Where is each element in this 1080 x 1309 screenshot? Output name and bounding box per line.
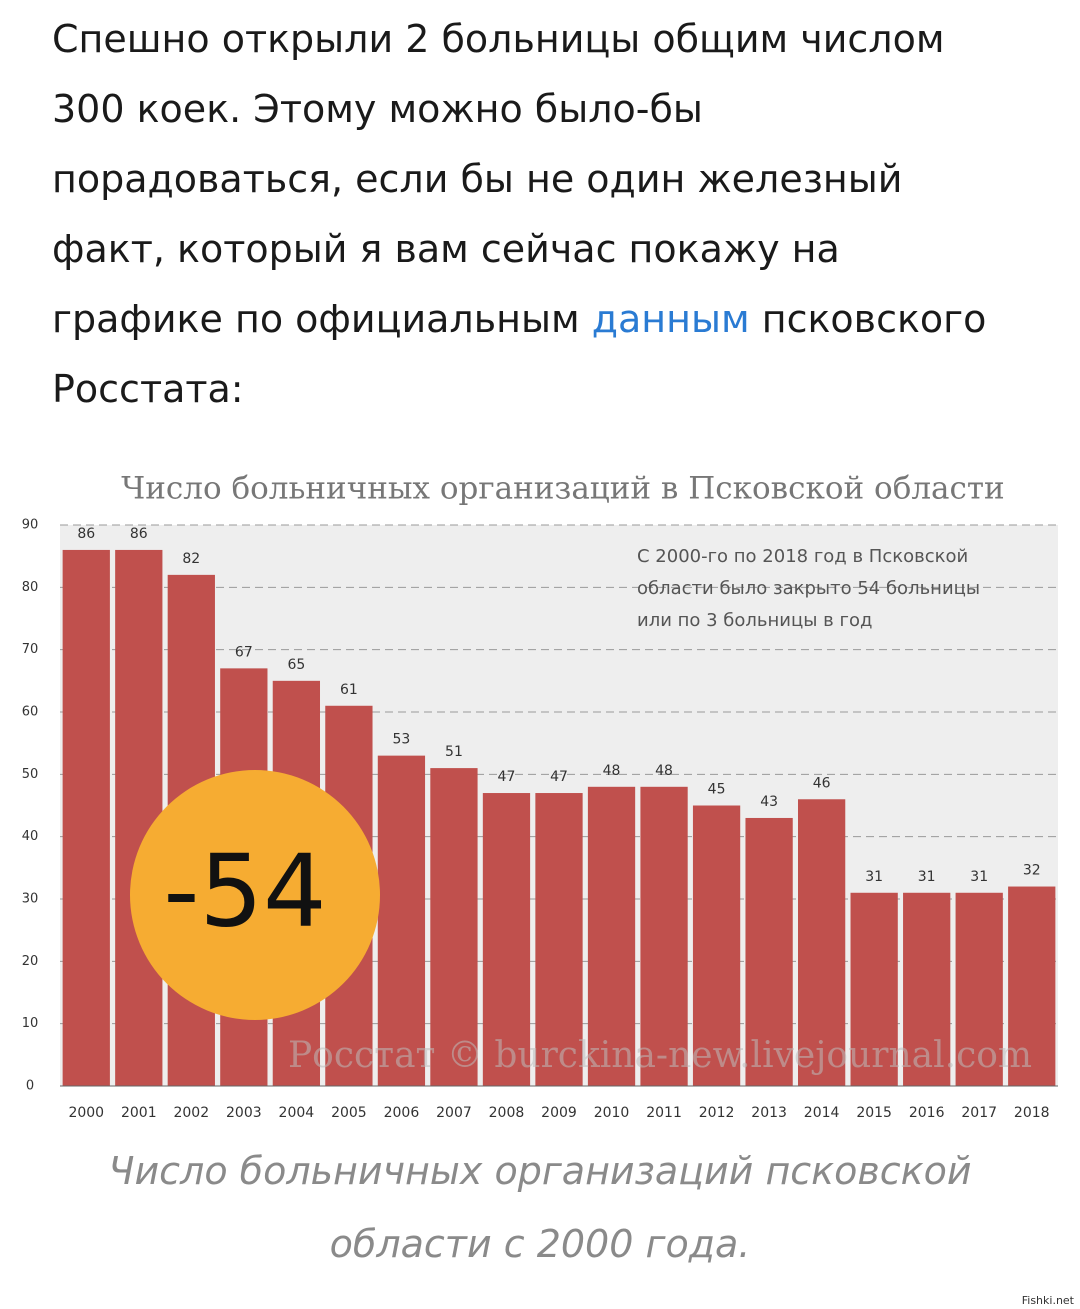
badge	[130, 770, 380, 1020]
text-line: Росстата:	[52, 367, 244, 411]
annotation: С 2000-го по 2018 год в Псковской	[637, 546, 968, 567]
bar	[850, 892, 898, 1086]
bar	[692, 805, 741, 1086]
data-label: 45	[708, 782, 726, 798]
bar	[535, 793, 583, 1086]
text-line: порадоваться, если бы не один железный	[52, 157, 903, 201]
x-tick-label: 2011	[646, 1105, 682, 1121]
bar	[745, 817, 793, 1086]
data-label: 31	[865, 869, 883, 885]
y-tick-label: 70	[22, 642, 39, 657]
x-tick-label: 2000	[68, 1105, 104, 1121]
caption-line: Число больничных организаций псковской	[108, 1149, 972, 1193]
text-line: 300 коек. Этому можно было-бы	[52, 87, 703, 131]
bar	[903, 892, 951, 1086]
text-line: Спешно открыли 2 больницы общим числом	[52, 17, 945, 61]
data-label: 53	[393, 732, 411, 748]
y-tick-label: 10	[22, 1016, 39, 1031]
data-label: 47	[498, 769, 516, 785]
data-label: 67	[235, 644, 253, 660]
x-tick-label: 2006	[384, 1105, 420, 1121]
data-label: 86	[130, 526, 148, 542]
x-tick-label: 2018	[1014, 1105, 1050, 1121]
chart-title: Число больничных организаций в Псковской…	[121, 471, 1004, 507]
y-tick-label: 80	[22, 580, 39, 595]
caption-line: области с 2000 года.	[329, 1222, 751, 1266]
x-tick-label: 2010	[594, 1105, 630, 1121]
data-label: 47	[550, 769, 568, 785]
data-label: 82	[182, 551, 200, 567]
data-label: 48	[655, 763, 673, 779]
y-tick-label: 50	[22, 767, 39, 782]
bar	[430, 768, 478, 1086]
x-tick-label: 2014	[804, 1105, 840, 1121]
x-tick-label: 2003	[226, 1105, 262, 1121]
y-tick-label: 20	[22, 954, 39, 969]
data-label: 61	[340, 682, 358, 698]
annotation: или по 3 больницы в год	[637, 610, 872, 631]
data-label: 48	[603, 763, 621, 779]
bar	[62, 549, 110, 1086]
watermark: Росстат © burckina-new.livejournal.com	[288, 1035, 1032, 1076]
x-tick-label: 2002	[173, 1105, 209, 1121]
y-tick-label: 90	[22, 518, 39, 533]
y-tick-label: 0	[26, 1079, 34, 1094]
text: графике по официальным	[52, 297, 580, 341]
data-label: 65	[287, 657, 305, 673]
x-tick-label: 2001	[121, 1105, 157, 1121]
x-tick-label: 2009	[541, 1105, 577, 1121]
data-label: 32	[1023, 863, 1041, 879]
text-line: факт, который я вам сейчас покажу на	[52, 227, 840, 271]
link[interactable]: данным	[591, 297, 750, 341]
site-watermark: Fishki.net	[1021, 1294, 1074, 1307]
bar	[797, 799, 846, 1086]
bar	[955, 892, 1003, 1086]
x-tick-label: 2013	[751, 1105, 787, 1121]
text-line: графике по официальным данным псковского	[52, 284, 986, 354]
data-label: 46	[813, 775, 831, 791]
y-tick-label: 40	[22, 829, 39, 844]
y-tick-label: 60	[22, 705, 39, 720]
bar	[640, 786, 688, 1086]
article: Спешно открыли 2 больницы общим числом 3…	[52, 4, 986, 424]
x-tick-label: 2017	[961, 1105, 997, 1121]
text: псковского	[761, 297, 987, 341]
x-tick-label: 2005	[331, 1105, 367, 1121]
bar	[377, 755, 426, 1086]
data-label: 31	[970, 869, 988, 885]
x-tick-label: 2012	[699, 1105, 735, 1121]
caption: Число больничных организаций псковской о…	[0, 1135, 1080, 1281]
x-tick-label: 2004	[279, 1105, 315, 1121]
data-label: 86	[77, 526, 95, 542]
data-label: 51	[445, 744, 463, 760]
y-tick-label: 30	[22, 892, 39, 907]
data-label: 31	[918, 869, 936, 885]
x-tick-label: 2016	[909, 1105, 945, 1121]
bar	[115, 549, 163, 1086]
annotation: области было закрыто 54 больницы	[637, 578, 980, 599]
x-tick-label: 2015	[856, 1105, 892, 1121]
bar	[587, 786, 636, 1086]
bar	[482, 793, 531, 1086]
x-tick-label: 2007	[436, 1105, 472, 1121]
data-label: 43	[760, 794, 778, 810]
badge-label: -54	[163, 832, 326, 949]
bar	[1008, 886, 1056, 1086]
x-tick-label: 2008	[489, 1105, 525, 1121]
